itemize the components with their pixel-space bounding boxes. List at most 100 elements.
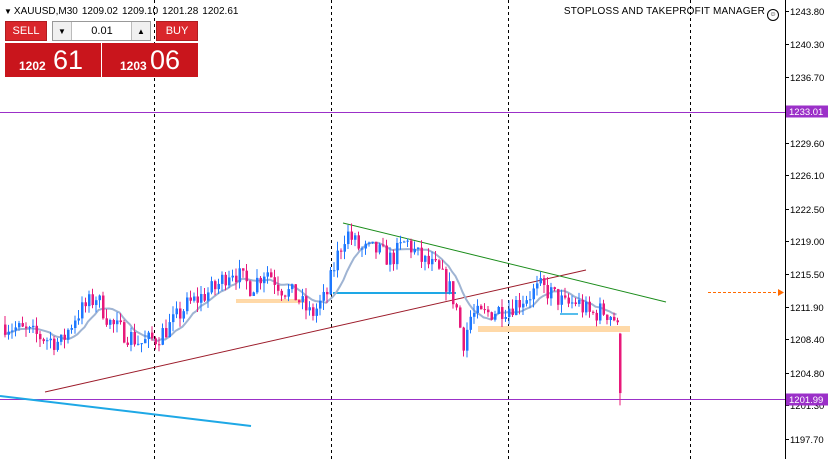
bull-candle[interactable] (578, 299, 581, 304)
bear-candle[interactable] (564, 295, 567, 298)
bull-candle[interactable] (396, 242, 399, 265)
bull-candle[interactable] (137, 343, 140, 345)
bear-candle[interactable] (511, 308, 515, 316)
bull-candle[interactable] (175, 308, 179, 315)
bear-candle[interactable] (133, 331, 137, 345)
bear-candle[interactable] (245, 270, 249, 282)
bear-candle[interactable] (557, 289, 560, 305)
bull-candle[interactable] (424, 255, 427, 262)
bear-candle[interactable] (21, 323, 25, 327)
bull-candle[interactable] (497, 307, 501, 314)
bull-candle[interactable] (116, 320, 119, 325)
bull-candle[interactable] (28, 327, 32, 329)
bear-candle[interactable] (165, 328, 168, 338)
bull-candle[interactable] (417, 247, 420, 249)
bull-candle[interactable] (77, 318, 81, 321)
bear-candle[interactable] (312, 307, 315, 316)
bull-candle[interactable] (448, 281, 452, 292)
bull-candle[interactable] (193, 296, 196, 301)
bear-candle[interactable] (280, 290, 284, 296)
bear-candle[interactable] (298, 300, 301, 303)
bear-candle[interactable] (616, 320, 620, 323)
bull-candle[interactable] (431, 258, 434, 265)
bull-candle[interactable] (18, 323, 21, 328)
bull-candle[interactable] (599, 303, 602, 321)
bear-candle[interactable] (490, 312, 494, 320)
bear-candle[interactable] (438, 260, 441, 269)
bull-candle[interactable] (413, 248, 417, 253)
bear-candle[interactable] (392, 252, 396, 265)
lot-size-stepper[interactable]: ▼ ▲ (52, 21, 151, 41)
bull-candle[interactable] (476, 305, 480, 313)
support-zone-left[interactable] (236, 299, 306, 303)
bear-candle[interactable] (613, 316, 616, 321)
bear-candle[interactable] (434, 258, 438, 261)
bear-candle[interactable] (382, 244, 385, 246)
bull-candle[interactable] (130, 331, 133, 345)
bull-candle[interactable] (168, 322, 172, 338)
bear-candle[interactable] (273, 277, 277, 285)
bear-candle[interactable] (410, 240, 413, 253)
bull-candle[interactable] (14, 327, 18, 331)
bull-candle[interactable] (315, 308, 319, 316)
lot-decrease-icon[interactable]: ▼ (53, 22, 72, 40)
bull-candle[interactable] (515, 299, 518, 316)
bull-candle[interactable] (504, 316, 508, 319)
bear-candle[interactable] (592, 311, 595, 313)
bear-candle[interactable] (459, 307, 462, 328)
bull-candle[interactable] (74, 320, 77, 329)
bull-candle[interactable] (186, 297, 189, 312)
bull-candle[interactable] (301, 296, 305, 303)
bull-candle[interactable] (319, 300, 322, 309)
bear-candle[interactable] (350, 231, 354, 240)
bear-candle[interactable] (602, 303, 606, 315)
bull-candle[interactable] (11, 330, 14, 332)
bear-candle[interactable] (441, 268, 445, 270)
bull-candle[interactable] (336, 250, 340, 271)
bull-candle[interactable] (49, 338, 53, 341)
buy-button[interactable]: BUY (156, 21, 198, 41)
bear-candle[interactable] (445, 269, 448, 292)
uptrend-line[interactable] (44, 269, 587, 393)
bull-candle[interactable] (7, 331, 11, 335)
bear-candle[interactable] (105, 318, 109, 325)
expert-advisor-label[interactable]: STOPLOSS AND TAKEPROFIT MANAGER ☺ (564, 6, 779, 21)
last-candle[interactable] (619, 333, 622, 394)
bear-candle[interactable] (452, 281, 455, 305)
bear-candle[interactable] (242, 268, 245, 271)
bull-candle[interactable] (343, 244, 347, 252)
bear-candle[interactable] (196, 296, 200, 303)
bull-candle[interactable] (525, 300, 529, 304)
bear-candle[interactable] (277, 284, 280, 291)
bull-candle[interactable] (161, 328, 165, 345)
bull-candle[interactable] (217, 283, 221, 290)
bull-candle[interactable] (378, 244, 382, 253)
lot-size-input[interactable] (73, 23, 131, 39)
bull-candle[interactable] (67, 329, 70, 340)
bear-candle[interactable] (235, 275, 238, 283)
bull-candle[interactable] (522, 303, 525, 308)
bull-candle[interactable] (329, 270, 333, 295)
bear-candle[interactable] (357, 235, 361, 249)
bull-candle[interactable] (182, 311, 186, 319)
bull-candle[interactable] (333, 270, 336, 272)
bear-candle[interactable] (340, 250, 343, 252)
bull-candle[interactable] (389, 252, 392, 265)
bull-candle[interactable] (399, 242, 403, 244)
bull-candle[interactable] (550, 287, 553, 299)
bear-candle[interactable] (487, 309, 490, 313)
bull-candle[interactable] (252, 292, 256, 296)
bull-candle[interactable] (368, 242, 371, 244)
bear-candle[interactable] (189, 297, 193, 301)
price-axis[interactable] (785, 11, 789, 440)
bull-candle[interactable] (361, 248, 364, 250)
bull-candle[interactable] (469, 316, 473, 330)
bull-candle[interactable] (207, 292, 210, 301)
bear-candle[interactable] (420, 247, 424, 262)
bear-candle[interactable] (595, 312, 599, 321)
bull-candle[interactable] (147, 332, 151, 340)
bear-candle[interactable] (427, 255, 431, 265)
bear-candle[interactable] (606, 314, 609, 320)
bear-candle[interactable] (224, 274, 228, 286)
bear-candle[interactable] (35, 325, 39, 334)
